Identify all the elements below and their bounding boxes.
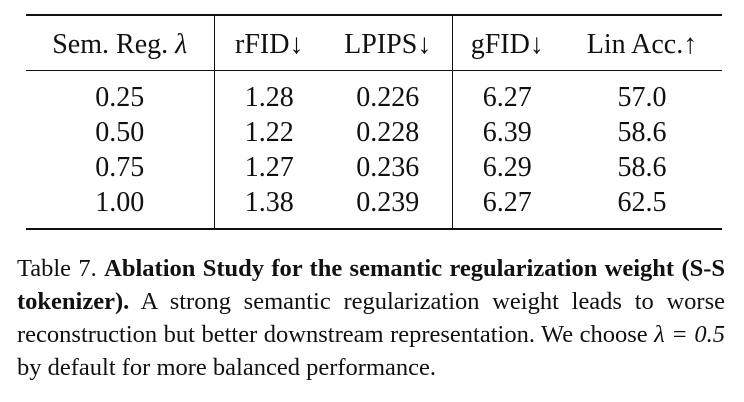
- table-row: 0.25 1.28 0.226 6.27 57.0: [26, 71, 722, 115]
- cell-rfid: 1.22: [213, 115, 324, 150]
- results-table: Sem. Reg. λ rFID↓ LPIPS↓ gFID↓ Lin Acc.↑…: [26, 16, 722, 228]
- cell-lpips: 0.239: [356, 187, 420, 218]
- cell-lpips: 0.228: [356, 117, 420, 148]
- header-lin-acc: Lin Acc.↑: [586, 29, 698, 60]
- cell-rfid: 1.38: [213, 185, 324, 228]
- caption-label: Table 7.: [17, 255, 97, 282]
- cell-lpips: 0.226: [356, 82, 420, 113]
- cell-lambda: 1.00: [95, 187, 145, 218]
- cell-gfid: 6.29: [451, 150, 562, 185]
- caption-body: A strong semantic regularization weight …: [17, 288, 725, 348]
- table-row: 0.75 1.27 0.236 6.29 58.6: [26, 150, 722, 185]
- header-row: Sem. Reg. λ rFID↓ LPIPS↓ gFID↓ Lin Acc.↑: [26, 16, 722, 70]
- header-rfid: rFID↓: [213, 16, 324, 70]
- cell-rfid: 1.27: [213, 150, 324, 185]
- bottom-rule: [26, 228, 722, 230]
- cell-lpips: 0.236: [356, 152, 420, 183]
- lambda-symbol: λ: [175, 29, 188, 60]
- header-lpips: LPIPS↓: [344, 29, 432, 60]
- table-row: 0.50 1.22 0.228 6.39 58.6: [26, 115, 722, 150]
- caption-math: λ = 0.5: [654, 321, 725, 348]
- header-gfid: gFID↓: [451, 16, 562, 70]
- cell-lambda: 0.25: [95, 82, 145, 113]
- cell-lin-acc: 58.6: [617, 152, 667, 183]
- cell-lambda: 0.75: [95, 152, 145, 183]
- ablation-table: Sem. Reg. λ rFID↓ LPIPS↓ gFID↓ Lin Acc.↑…: [26, 14, 722, 230]
- caption-title: Ablation Study for the semantic regulari…: [17, 255, 726, 315]
- cell-lambda: 0.50: [95, 117, 145, 148]
- cell-gfid: 6.39: [451, 115, 562, 150]
- cell-rfid: 1.28: [213, 71, 324, 115]
- cell-lin-acc: 58.6: [617, 117, 667, 148]
- cell-gfid: 6.27: [451, 71, 562, 115]
- cell-lin-acc: 62.5: [617, 187, 667, 218]
- top-rule: [26, 14, 722, 16]
- cell-lin-acc: 57.0: [617, 82, 667, 113]
- caption-body-end: by default for more balanced performance…: [17, 354, 437, 381]
- header-sem-reg: Sem. Reg. λ: [52, 29, 188, 60]
- header-rule: [26, 70, 722, 71]
- table-row: 1.00 1.38 0.239 6.27 62.5: [26, 185, 722, 228]
- table-caption: Table 7. Ablation Study for the semantic…: [17, 252, 725, 384]
- cell-gfid: 6.27: [451, 185, 562, 228]
